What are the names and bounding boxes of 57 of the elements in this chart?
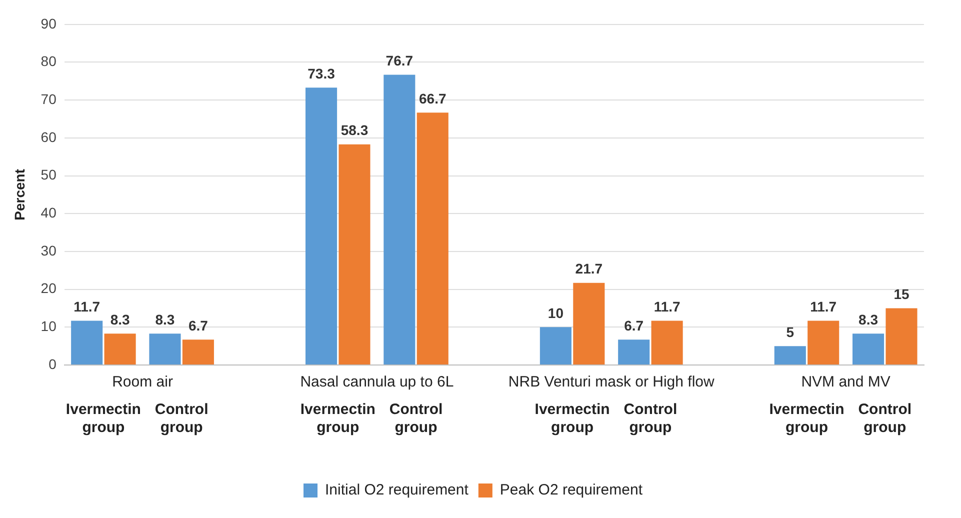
y-tick-label: 10 (40, 318, 57, 334)
data-label: 58.3 (340, 122, 368, 138)
data-label: 11.7 (810, 298, 837, 315)
x-tick-label: Ivermectin group (300, 401, 376, 436)
text: NRB Venturi mask or High flow (508, 374, 714, 391)
x-tick-label: Control group (624, 401, 678, 436)
bar (104, 334, 136, 364)
data-label: 11.7 (654, 298, 681, 315)
data-label: 76.7 (386, 52, 414, 69)
y-tick-label: 90 (40, 15, 57, 32)
data-label: 15 (894, 286, 910, 302)
y-tick-label: 0 (48, 356, 57, 372)
x-tick-label: Control group (389, 401, 443, 436)
data-label: 66.7 (419, 90, 446, 106)
y-tick-label: 60 (40, 128, 57, 145)
bar (618, 340, 650, 364)
bar (71, 320, 103, 364)
data-label: 8.3 (110, 311, 130, 328)
legend-label: Initial O2 requirement (325, 482, 470, 499)
data-label: 5 (786, 324, 794, 340)
x-tick-label: Control group (858, 401, 912, 436)
data-label: 73.3 (308, 65, 336, 82)
bar (182, 340, 214, 364)
data-label: 8.3 (858, 311, 878, 328)
data-label: 8.3 (155, 311, 175, 328)
data-label: 6.7 (624, 318, 644, 334)
y-axis-title: Percent (11, 168, 28, 220)
data-label: 6.7 (188, 318, 208, 334)
bar (149, 334, 181, 364)
y-tick-label: 30 (40, 242, 57, 258)
bar (651, 320, 683, 364)
x-tick-label: Ivermectin group (769, 401, 844, 436)
text: NVM and MV (801, 374, 890, 391)
text: Nasal cannula up to 6L (300, 374, 454, 391)
bar (338, 144, 370, 364)
text: Room air (112, 374, 173, 391)
y-tick-label: 70 (40, 90, 57, 107)
bar (305, 88, 338, 364)
bar (416, 112, 448, 364)
x-tick-label: Control group (154, 401, 208, 436)
x-tick-label: Ivermectin group (66, 401, 141, 436)
data-label: 11.7 (74, 298, 100, 315)
bar (852, 334, 884, 364)
y-tick-label: 40 (40, 204, 57, 220)
bar (573, 282, 605, 364)
y-tick-label: 80 (40, 53, 57, 70)
bar (886, 308, 918, 364)
legend-label: Peak O2 requirement (500, 482, 644, 499)
x-tick-label: Ivermectin group (534, 401, 610, 436)
y-tick-label: 50 (40, 166, 57, 183)
bar (774, 346, 806, 364)
bar (384, 74, 416, 364)
bar (540, 327, 572, 364)
y-tick-label: 20 (40, 280, 57, 296)
data-label: 21.7 (575, 260, 603, 277)
bar (808, 320, 840, 364)
data-label: 10 (548, 305, 564, 322)
